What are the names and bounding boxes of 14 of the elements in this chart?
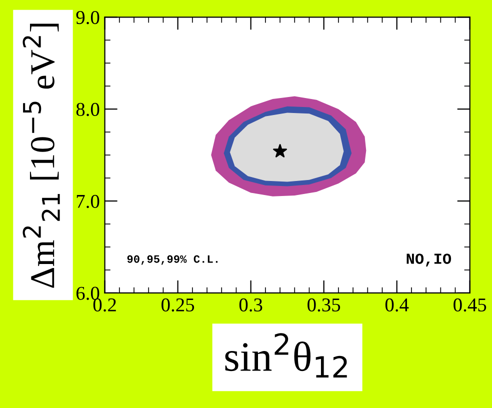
x-tick-label: 0.2 xyxy=(93,298,116,312)
x-tick-label: 0.25 xyxy=(162,298,194,312)
y-tick-label: 6.0 xyxy=(76,286,100,300)
y-tick-label: 7.0 xyxy=(76,194,100,208)
y-tick-label: 9.0 xyxy=(76,10,100,24)
y-axis-title: Δm$^{2}$$_{21}$ [10$^{−5}$ eV$^{2}$] xyxy=(22,24,60,288)
y-tick-label: 8.0 xyxy=(76,102,100,116)
annotation: NO,IO xyxy=(406,254,452,267)
x-axis-title: sin$^{2}$θ$_{12}$ xyxy=(225,333,347,378)
x-tick-label: 0.3 xyxy=(239,298,262,312)
annotation: 90,95,99% C.L. xyxy=(127,255,218,265)
x-tick-label: 0.45 xyxy=(454,298,486,312)
x-tick-label: 0.4 xyxy=(385,298,409,312)
x-tick-label: 0.35 xyxy=(308,298,340,312)
